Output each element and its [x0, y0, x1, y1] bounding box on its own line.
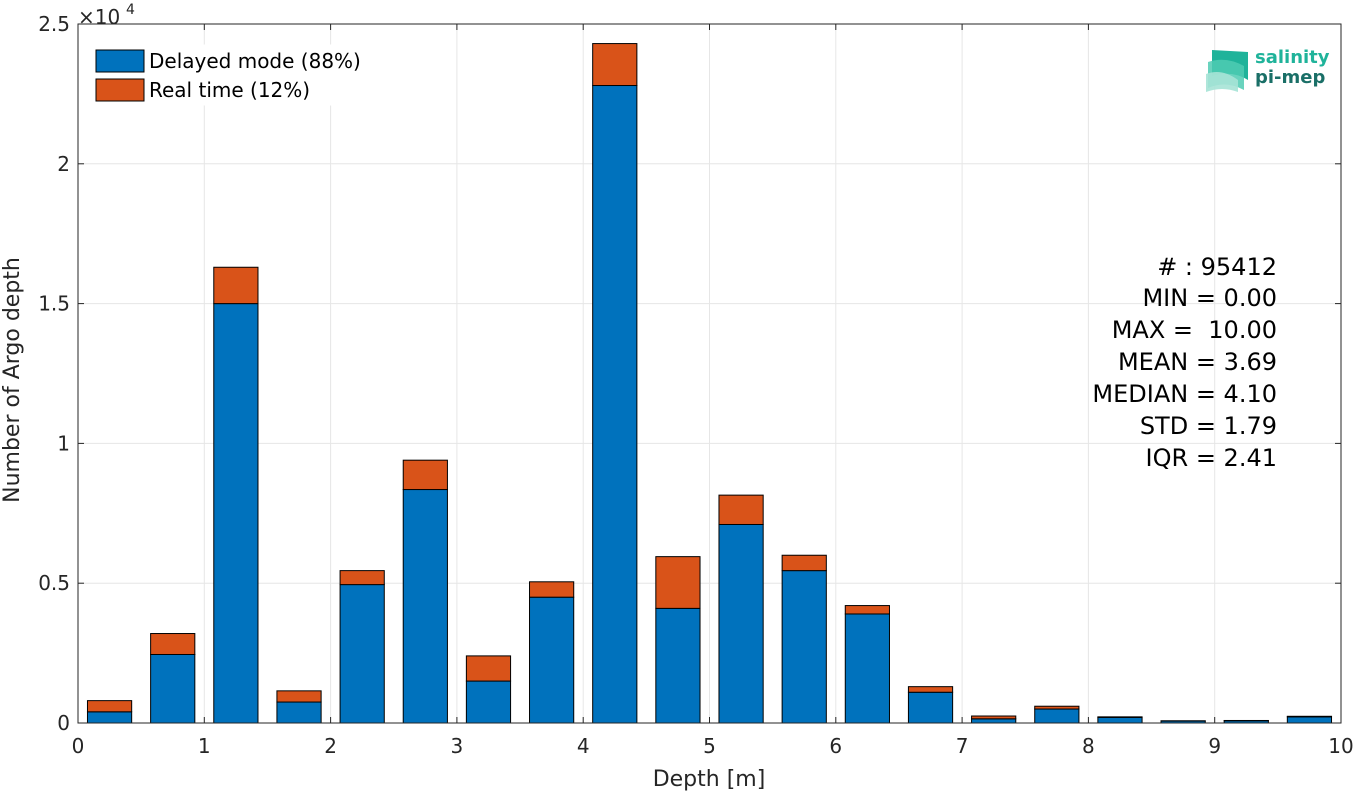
bar-real-time: [971, 715, 1017, 720]
bar-delayed-mode: [339, 584, 385, 724]
bar-real-time: [276, 690, 322, 703]
bar-delayed-mode: [655, 607, 701, 724]
x-axis-label: Depth [m]: [653, 767, 766, 792]
logo-text-pimep: pi-mep: [1255, 67, 1325, 88]
wave-logo-icon: [1206, 50, 1248, 92]
bar-delayed-mode: [86, 711, 133, 724]
x-tick-label: 1: [198, 734, 211, 758]
bar-delayed-mode: [1286, 716, 1333, 724]
bar-real-time: [1286, 715, 1333, 718]
stat-count: # : 95412: [1157, 253, 1277, 281]
bar-real-time: [529, 581, 575, 598]
stat-max: MAX = 10.00: [1112, 316, 1277, 344]
y-tick-label: 2.5: [38, 12, 70, 36]
bar-delayed-mode: [718, 523, 764, 724]
bar-real-time: [213, 266, 259, 305]
bar-real-time: [592, 43, 638, 87]
bar-real-time: [402, 459, 448, 491]
bar-delayed-mode: [150, 653, 196, 724]
bar-real-time: [1034, 705, 1080, 710]
ticks: 0 1 2 3 4 5 6 7 8 9 10 0 0.5 1 1.5 2 2.5: [38, 12, 1354, 758]
legend-swatch-realtime: [95, 78, 145, 102]
x-tick-label: 4: [577, 734, 590, 758]
x-tick-label: 0: [72, 734, 85, 758]
y-tick-label: 1.5: [38, 292, 70, 316]
x-tick-label: 8: [1082, 734, 1095, 758]
y-tick-label: 0.5: [38, 571, 70, 595]
bar-delayed-mode: [781, 570, 827, 724]
bar-delayed-mode: [1097, 716, 1143, 724]
y-tick-label: 0: [57, 711, 70, 735]
stat-median: MEDIAN = 4.10: [1092, 380, 1277, 408]
x-tick-label: 2: [324, 734, 337, 758]
bar-real-time: [150, 633, 196, 655]
logo-text-salinity: salinity: [1255, 47, 1330, 68]
y-axis-label: Number of Argo depth: [0, 257, 25, 503]
y-tick-label: 1: [57, 431, 70, 455]
bar-delayed-mode: [971, 718, 1017, 724]
y-exponent: ×10 4: [78, 2, 135, 29]
x-tick-label: 5: [703, 734, 716, 758]
bar-delayed-mode: [592, 85, 638, 724]
x-tick-label: 3: [451, 734, 464, 758]
bar-real-time: [465, 655, 512, 682]
x-tick-label: 7: [956, 734, 969, 758]
bar-real-time: [781, 554, 827, 572]
stat-std: STD = 1.79: [1140, 412, 1277, 440]
bar-delayed-mode: [213, 303, 259, 724]
x-tick-label: 9: [1208, 734, 1221, 758]
x-tick-label: 6: [829, 734, 842, 758]
bar-real-time: [655, 556, 701, 609]
y-exponent-base: ×10: [78, 5, 120, 29]
legend-label-delayed: Delayed mode (88%): [149, 49, 361, 73]
bar-real-time: [86, 700, 133, 713]
bar-real-time: [718, 494, 764, 525]
bar-delayed-mode: [907, 691, 954, 724]
bar-delayed-mode: [844, 613, 890, 724]
y-tick-label: 2: [57, 152, 70, 176]
stat-min: MIN = 0.00: [1142, 284, 1277, 312]
bar-delayed-mode: [1034, 708, 1080, 724]
bar-delayed-mode: [276, 701, 322, 724]
bar-real-time: [844, 605, 890, 615]
y-exponent-power: 4: [126, 2, 135, 18]
bar-real-time: [1097, 716, 1143, 718]
bar-real-time: [339, 570, 385, 586]
stat-iqr: IQR = 2.41: [1146, 444, 1277, 472]
bar-delayed-mode: [465, 680, 512, 724]
salinity-pimep-logo: salinity pi-mep: [1206, 47, 1330, 92]
bar-delayed-mode: [402, 489, 448, 724]
legend-label-realtime: Real time (12%): [149, 78, 310, 102]
bar-real-time: [907, 686, 954, 693]
stats-annotation: # : 95412 MIN = 0.00 MAX = 10.00 MEAN = …: [1092, 253, 1277, 472]
x-tick-label: 10: [1328, 734, 1353, 758]
bar-delayed-mode: [529, 596, 575, 724]
stat-mean: MEAN = 3.69: [1118, 348, 1277, 376]
legend: Delayed mode (88%) Real time (12%): [84, 44, 383, 106]
legend-swatch-delayed: [95, 49, 145, 73]
